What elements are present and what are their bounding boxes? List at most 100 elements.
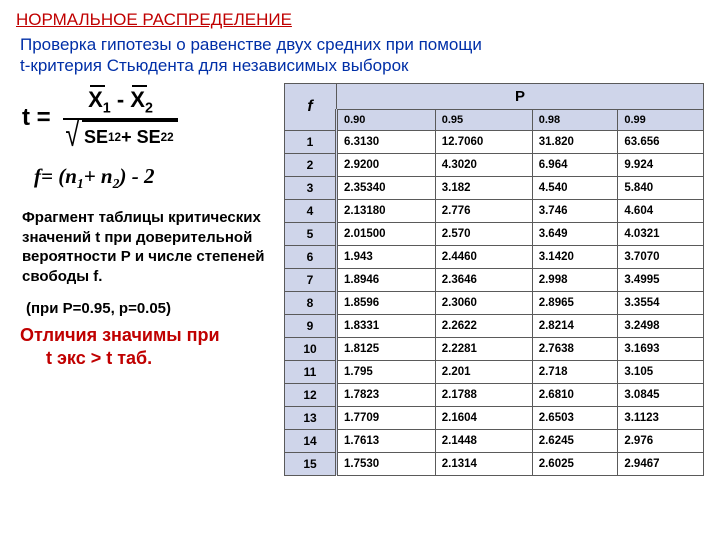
table-row: 42.131802.7763.7464.604 bbox=[285, 199, 704, 222]
value-cell: 2.35340 bbox=[337, 176, 436, 199]
value-cell: 5.840 bbox=[618, 176, 704, 199]
value-cell: 6.964 bbox=[532, 153, 618, 176]
value-cell: 2.718 bbox=[532, 360, 618, 383]
value-cell: 2.2281 bbox=[435, 337, 532, 360]
value-cell: 1.7709 bbox=[337, 406, 436, 429]
t-formula: t = X1 - X2 √ SE12+ SE22 bbox=[22, 87, 276, 150]
f-cell: 7 bbox=[285, 268, 337, 291]
f-cell: 6 bbox=[285, 245, 337, 268]
value-cell: 1.8331 bbox=[337, 314, 436, 337]
value-cell: 3.3554 bbox=[618, 291, 704, 314]
value-cell: 2.6025 bbox=[532, 452, 618, 475]
value-cell: 2.8965 bbox=[532, 291, 618, 314]
subtitle: Проверка гипотезы о равенстве двух средн… bbox=[16, 34, 704, 77]
value-cell: 4.0321 bbox=[618, 222, 704, 245]
value-cell: 2.6245 bbox=[532, 429, 618, 452]
value-cell: 2.6503 bbox=[532, 406, 618, 429]
value-cell: 3.0845 bbox=[618, 383, 704, 406]
f-cell: 13 bbox=[285, 406, 337, 429]
value-cell: 9.924 bbox=[618, 153, 704, 176]
value-cell: 2.1604 bbox=[435, 406, 532, 429]
f-cell: 15 bbox=[285, 452, 337, 475]
value-cell: 2.2622 bbox=[435, 314, 532, 337]
table-row: 111.7952.2012.7183.105 bbox=[285, 360, 704, 383]
page-title: НОРМАЛЬНОЕ РАСПРЕДЕЛЕНИЕ bbox=[16, 10, 704, 30]
subtitle-line2: t-критерия Стьюдента для независимых выб… bbox=[20, 56, 408, 75]
value-cell: 3.1123 bbox=[618, 406, 704, 429]
value-cell: 3.7070 bbox=[618, 245, 704, 268]
f-cell: 14 bbox=[285, 429, 337, 452]
value-cell: 4.604 bbox=[618, 199, 704, 222]
value-cell: 3.4995 bbox=[618, 268, 704, 291]
conclusion-line1: Отличия значимы при bbox=[20, 325, 276, 346]
f-cell: 5 bbox=[285, 222, 337, 245]
value-cell: 3.649 bbox=[532, 222, 618, 245]
col-header-f: f bbox=[285, 83, 337, 130]
table-row: 71.89462.36462.9983.4995 bbox=[285, 268, 704, 291]
value-cell: 3.1420 bbox=[532, 245, 618, 268]
value-cell: 2.8214 bbox=[532, 314, 618, 337]
table-row: 91.83312.26222.82143.2498 bbox=[285, 314, 704, 337]
value-cell: 2.570 bbox=[435, 222, 532, 245]
f-formula: f= (n1+ n2) - 2 bbox=[34, 164, 276, 192]
value-cell: 2.976 bbox=[618, 429, 704, 452]
value-cell: 3.105 bbox=[618, 360, 704, 383]
value-cell: 2.01500 bbox=[337, 222, 436, 245]
table-row: 81.85962.30602.89653.3554 bbox=[285, 291, 704, 314]
table-row: 131.77092.16042.65033.1123 bbox=[285, 406, 704, 429]
value-cell: 1.7530 bbox=[337, 452, 436, 475]
table-row: 32.353403.1824.5405.840 bbox=[285, 176, 704, 199]
value-cell: 2.3646 bbox=[435, 268, 532, 291]
value-cell: 31.820 bbox=[532, 130, 618, 153]
value-cell: 1.795 bbox=[337, 360, 436, 383]
value-cell: 2.201 bbox=[435, 360, 532, 383]
value-cell: 1.943 bbox=[337, 245, 436, 268]
value-cell: 2.7638 bbox=[532, 337, 618, 360]
f-cell: 3 bbox=[285, 176, 337, 199]
value-cell: 1.7613 bbox=[337, 429, 436, 452]
value-cell: 4.3020 bbox=[435, 153, 532, 176]
f-cell: 4 bbox=[285, 199, 337, 222]
value-cell: 4.540 bbox=[532, 176, 618, 199]
table-row: 22.92004.30206.9649.924 bbox=[285, 153, 704, 176]
value-cell: 1.8946 bbox=[337, 268, 436, 291]
critical-values-table: f P 0.900.950.980.99 16.313012.706031.82… bbox=[284, 83, 704, 476]
value-cell: 3.2498 bbox=[618, 314, 704, 337]
conclusion-line2: t экс > t таб. bbox=[46, 348, 276, 369]
value-cell: 2.4460 bbox=[435, 245, 532, 268]
col-header-p: P bbox=[337, 83, 704, 109]
value-cell: 2.1788 bbox=[435, 383, 532, 406]
value-cell: 2.13180 bbox=[337, 199, 436, 222]
p-level: 0.95 bbox=[435, 109, 532, 130]
table-row: 121.78232.17882.68103.0845 bbox=[285, 383, 704, 406]
table-row: 16.313012.706031.82063.656 bbox=[285, 130, 704, 153]
p-level: 0.99 bbox=[618, 109, 704, 130]
f-cell: 2 bbox=[285, 153, 337, 176]
value-cell: 3.746 bbox=[532, 199, 618, 222]
table-row: 151.75302.13142.60252.9467 bbox=[285, 452, 704, 475]
f-cell: 1 bbox=[285, 130, 337, 153]
p-note: (при Р=0.95, р=0.05) bbox=[26, 300, 276, 317]
f-cell: 8 bbox=[285, 291, 337, 314]
f-cell: 9 bbox=[285, 314, 337, 337]
value-cell: 3.1693 bbox=[618, 337, 704, 360]
f-cell: 11 bbox=[285, 360, 337, 383]
table-row: 52.015002.5703.6494.0321 bbox=[285, 222, 704, 245]
table-caption: Фрагмент таблицы критических значений t … bbox=[22, 208, 276, 286]
value-cell: 2.9467 bbox=[618, 452, 704, 475]
f-cell: 12 bbox=[285, 383, 337, 406]
value-cell: 63.656 bbox=[618, 130, 704, 153]
value-cell: 2.1448 bbox=[435, 429, 532, 452]
value-cell: 2.776 bbox=[435, 199, 532, 222]
value-cell: 1.8596 bbox=[337, 291, 436, 314]
value-cell: 1.7823 bbox=[337, 383, 436, 406]
table-row: 101.81252.22812.76383.1693 bbox=[285, 337, 704, 360]
table-row: 61.9432.44603.14203.7070 bbox=[285, 245, 704, 268]
value-cell: 2.3060 bbox=[435, 291, 532, 314]
value-cell: 2.9200 bbox=[337, 153, 436, 176]
value-cell: 1.8125 bbox=[337, 337, 436, 360]
value-cell: 2.998 bbox=[532, 268, 618, 291]
f-cell: 10 bbox=[285, 337, 337, 360]
value-cell: 2.6810 bbox=[532, 383, 618, 406]
value-cell: 6.3130 bbox=[337, 130, 436, 153]
